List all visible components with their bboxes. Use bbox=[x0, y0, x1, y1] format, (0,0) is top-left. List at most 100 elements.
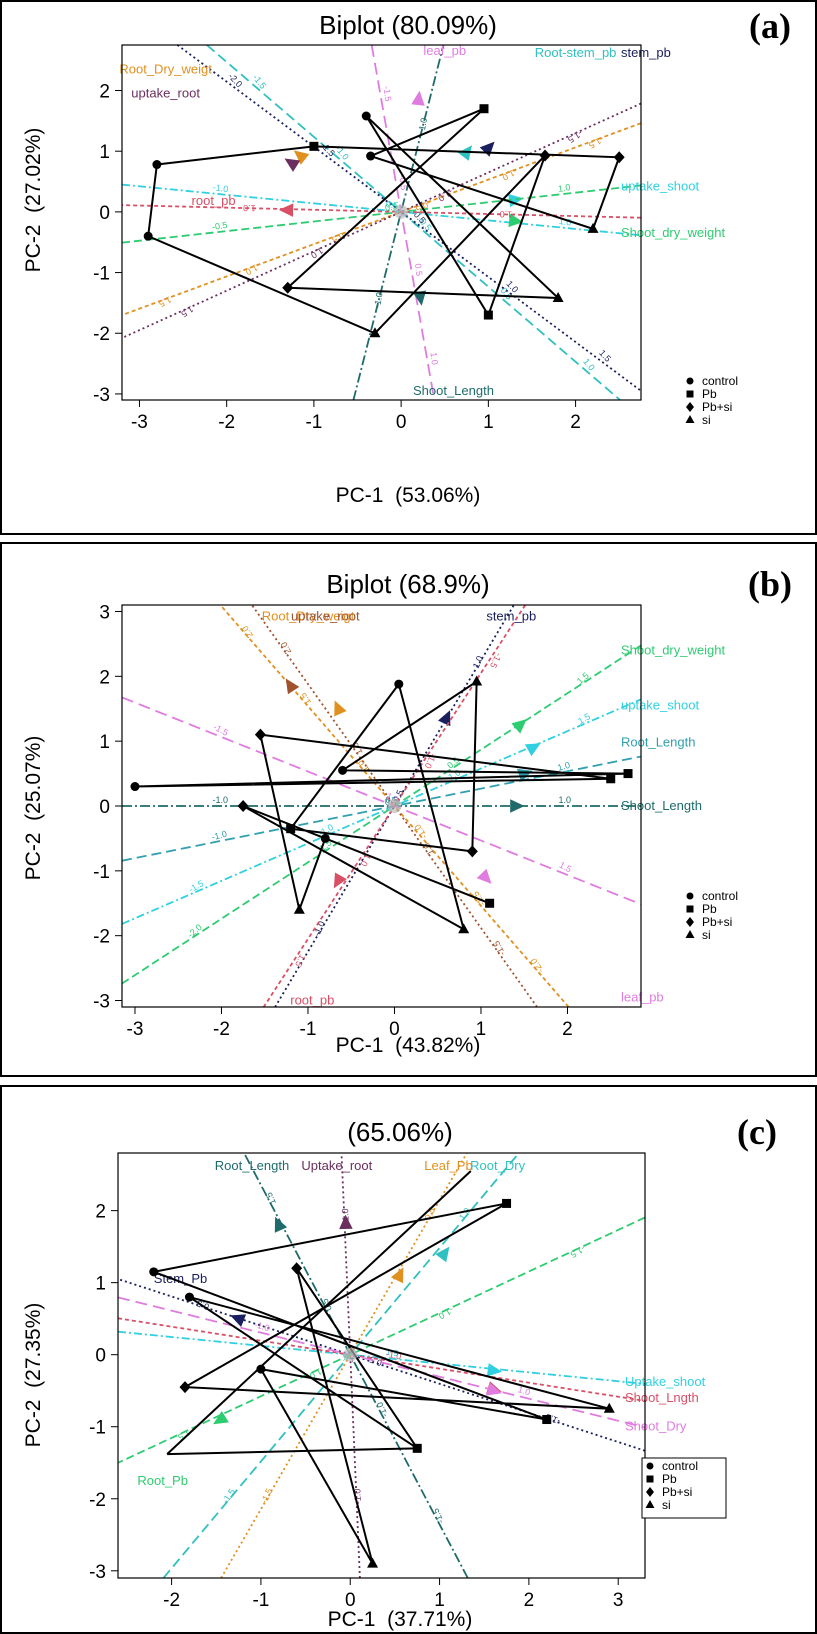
loading-axis-line bbox=[206, 45, 621, 400]
x-tick-label: -2 bbox=[218, 412, 235, 433]
loading-arrow bbox=[508, 213, 524, 228]
loading-arrow bbox=[213, 1410, 229, 1425]
legend-symbol-circle bbox=[686, 377, 694, 385]
biplot-panel-3: (65.06%) (c) -2 -1 0 1 2 3 -3 -2 -1 0 1 2 PC-1 (37.71%… bbox=[0, 1085, 817, 1634]
treatment-points bbox=[149, 1198, 615, 1568]
panel-letter: (a) bbox=[749, 6, 791, 46]
loading-label-stem-pb: stem_pb bbox=[486, 609, 536, 624]
point-pb-si bbox=[282, 281, 294, 294]
loading-axis-line bbox=[220, 1153, 468, 1578]
y-tick-label: -1 bbox=[93, 862, 110, 883]
panel-frame bbox=[0, 542, 817, 1077]
x-tick-label: -1 bbox=[252, 1590, 269, 1611]
loading-shoot-dry-weight: 1.0 0.5 -0.5 bbox=[122, 182, 641, 244]
origin-cluster bbox=[343, 1347, 358, 1362]
loading-arrow bbox=[510, 799, 525, 813]
loading-arrow bbox=[479, 141, 495, 157]
loading-uptake-shoot: 1.9 bbox=[118, 1330, 645, 1385]
point-pb bbox=[606, 774, 616, 784]
loading-arrow bbox=[334, 700, 347, 717]
loading-label-shoot-dry: Shoot_Dry bbox=[625, 1419, 687, 1434]
point-pb-si bbox=[237, 800, 249, 812]
legend-label: control bbox=[662, 1459, 698, 1473]
y-tick-label: 0 bbox=[95, 1346, 106, 1367]
loading-arrow bbox=[524, 743, 541, 757]
point-pb bbox=[623, 769, 633, 779]
loading-label-root-pb: root_pb bbox=[290, 993, 334, 1008]
legend-symbol-square bbox=[686, 905, 694, 913]
legend-label: si bbox=[702, 413, 711, 427]
biplot-panel-1: Biplot (80.09%) (a) -3 -2 -1 0 1 2 -3 -2 -1 0 1 2 PC-1… bbox=[0, 0, 817, 535]
point-control bbox=[184, 1292, 194, 1302]
loading-label-uptake-root: uptake_root bbox=[291, 609, 360, 624]
plot-title: Biplot (80.09%) bbox=[319, 10, 497, 40]
y-tick-label: -3 bbox=[93, 992, 110, 1013]
panel-letter: (c) bbox=[737, 1112, 777, 1152]
x-axis-title: PC-1 (43.82%) bbox=[336, 1034, 481, 1057]
axes: -2 -1 0 1 2 3 -3 -2 -1 0 1 2 PC-1 (37.71%) PC-2 (27.3… bbox=[22, 1202, 623, 1631]
loading-label-stem-pb: Stem_Pb bbox=[154, 1271, 207, 1286]
y-tick-label: -3 bbox=[89, 1562, 106, 1583]
x-tick-label: -3 bbox=[127, 1019, 144, 1040]
loading-label-uptake-shoot: uptake_shoot bbox=[621, 178, 699, 193]
loading-arrow bbox=[285, 678, 300, 695]
loading-axis-line bbox=[118, 1317, 645, 1402]
loading-arrow bbox=[293, 150, 310, 165]
legend-box bbox=[641, 1457, 727, 1519]
loading-label-root-length: Root_Length bbox=[621, 734, 695, 749]
loading-tick-label: 1.0 bbox=[559, 795, 572, 805]
point-pb-si bbox=[466, 845, 478, 858]
y-axis-title: PC-2 (27.02%) bbox=[22, 128, 45, 273]
loading-tick-label: -1.0 bbox=[253, 1319, 271, 1333]
x-tick-label: -2 bbox=[213, 1019, 230, 1040]
loading-tick-label: -0.5 bbox=[211, 220, 228, 232]
loading-tick-label: 1.5 bbox=[293, 953, 307, 969]
point-pb-si bbox=[254, 728, 266, 741]
y-tick-label: 2 bbox=[99, 82, 110, 103]
x-tick-label: 1 bbox=[483, 412, 494, 433]
loading-arrow bbox=[485, 1382, 502, 1396]
legend-label: Pb bbox=[702, 387, 717, 401]
y-tick-label: -2 bbox=[89, 1490, 106, 1511]
axes: -3 -2 -1 0 1 2 -3 -2 -1 0 1 2 3 PC-1 (43.82%) PC-2 (25… bbox=[22, 602, 573, 1057]
panel-frame bbox=[0, 0, 817, 535]
point-control bbox=[130, 782, 140, 792]
legend-symbol-triangle bbox=[645, 1500, 655, 1508]
loading-tick-label: -1.0 bbox=[499, 209, 515, 220]
point-control bbox=[394, 679, 404, 689]
point-control bbox=[361, 111, 371, 121]
y-tick-label: 3 bbox=[99, 602, 110, 623]
point-si bbox=[369, 327, 381, 338]
loading-label-uptake-root: Uptake_root bbox=[301, 1158, 372, 1173]
loading-arrow bbox=[508, 193, 524, 208]
loading-tick-label: 1.0 bbox=[243, 203, 256, 213]
treatment-points bbox=[130, 675, 633, 934]
loading-label-stem-pb: stem_pb bbox=[621, 45, 671, 60]
legend-label: control bbox=[702, 374, 738, 388]
point-pb bbox=[483, 310, 493, 320]
loading-axis-line bbox=[162, 1153, 520, 1578]
legend-symbol-circle bbox=[686, 892, 694, 900]
legend-label: Pb bbox=[662, 1472, 677, 1486]
loading-label-shoot-length: Shoot_Length bbox=[621, 798, 702, 813]
point-si bbox=[587, 222, 599, 233]
x-tick-label: 2 bbox=[562, 1019, 573, 1040]
legend-label: Pb+si bbox=[702, 400, 732, 414]
loading-arrow bbox=[339, 1214, 353, 1230]
point-pb bbox=[412, 1443, 422, 1453]
plot-area-border bbox=[121, 44, 642, 401]
x-tick-label: 2 bbox=[524, 1590, 535, 1611]
loading-axis-line bbox=[122, 644, 641, 985]
loading-tick-label: 0.5 bbox=[413, 263, 424, 277]
loading-axis-line bbox=[370, 45, 436, 400]
point-control bbox=[256, 1364, 266, 1374]
point-pb-si bbox=[613, 151, 625, 164]
plot-area-border bbox=[117, 1152, 646, 1579]
loading-label-shoot-dry-weight: Shoot_dry_weight bbox=[621, 642, 725, 657]
y-tick-label: 2 bbox=[95, 1202, 106, 1223]
loading-axis-line bbox=[176, 45, 641, 392]
loading-label-shoot-lngth: Shoot_Lngth bbox=[625, 1390, 699, 1405]
loading-axis-line bbox=[122, 183, 641, 237]
loading-tick-label: 1.0 bbox=[557, 182, 571, 194]
